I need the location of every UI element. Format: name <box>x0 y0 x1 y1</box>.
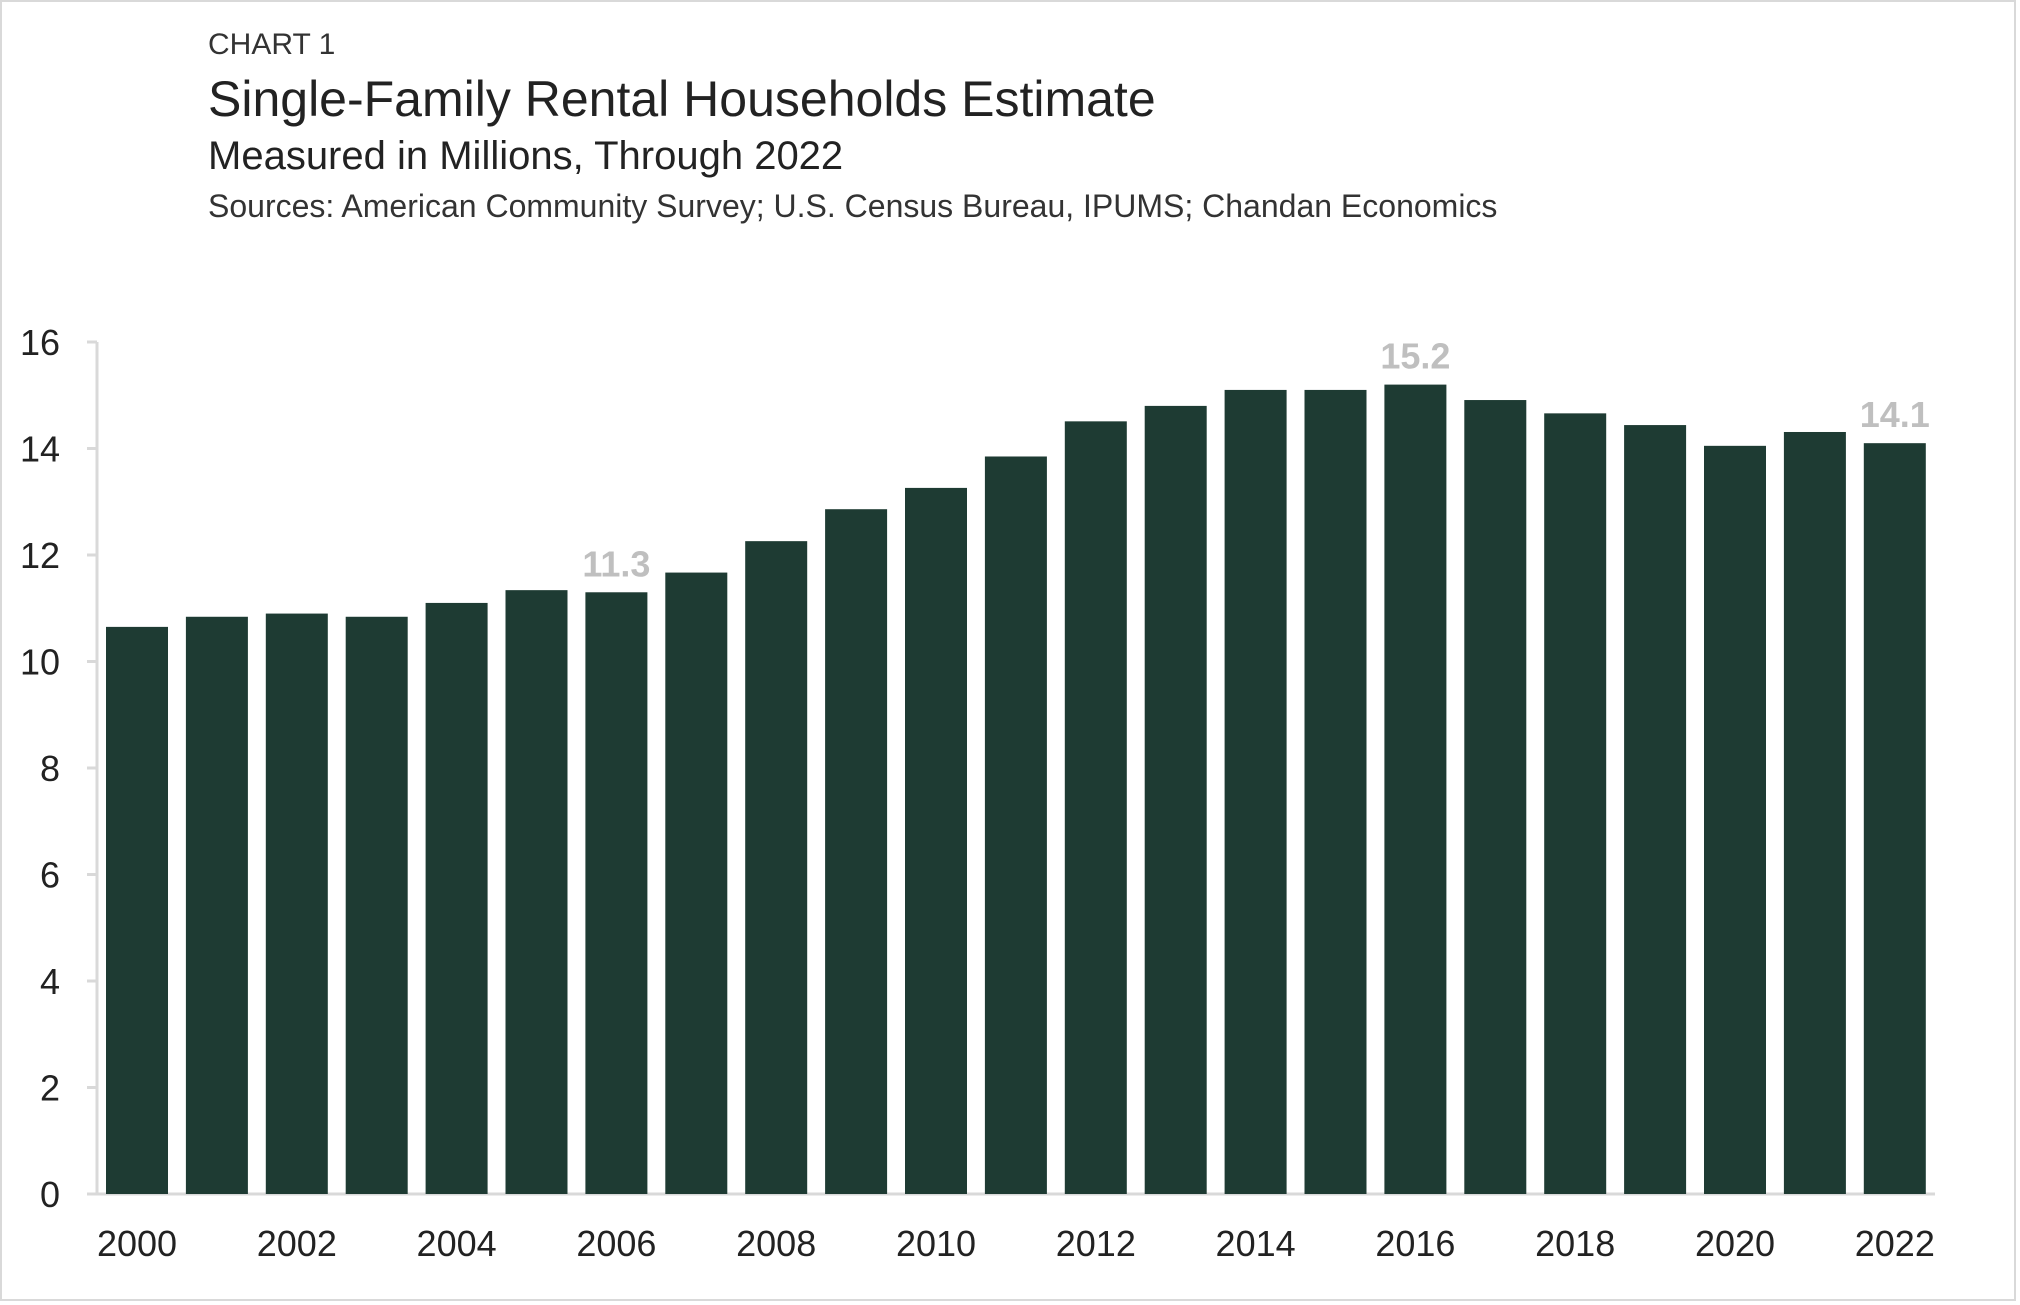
x-tick-label: 2000 <box>97 1223 177 1264</box>
x-tick-label: 2018 <box>1535 1223 1615 1264</box>
bar-2013 <box>1144 405 1207 1194</box>
x-tick-label: 2016 <box>1375 1223 1455 1264</box>
y-tick-label: 6 <box>40 855 60 896</box>
bar-2010 <box>905 487 967 1194</box>
bar-2012 <box>1064 421 1127 1194</box>
x-tick-label: 2006 <box>576 1223 656 1264</box>
y-tick-label: 0 <box>40 1174 60 1215</box>
x-tick-label: 2012 <box>1056 1223 1136 1264</box>
y-tick-label: 8 <box>40 748 60 789</box>
chart-title: Single-Family Rental Households Estimate <box>208 71 1156 127</box>
bar-2021 <box>1783 431 1846 1194</box>
chart-subtitle: Measured in Millions, Through 2022 <box>208 134 844 178</box>
y-tick-label: 14 <box>20 429 60 470</box>
bar-2003 <box>345 616 408 1194</box>
y-tick-label: 2 <box>40 1068 60 1109</box>
x-tick-label: 2020 <box>1695 1223 1775 1264</box>
x-tick-label: 2014 <box>1216 1223 1296 1264</box>
x-tick-label: 2004 <box>417 1223 497 1264</box>
data-label: 14.1 <box>1860 394 1930 435</box>
bar-2001 <box>185 616 248 1194</box>
bar-2008 <box>745 541 808 1194</box>
bar-2011 <box>984 456 1047 1194</box>
bar-2002 <box>265 613 328 1194</box>
x-tick-label: 2002 <box>257 1223 337 1264</box>
y-tick-label: 16 <box>20 322 60 363</box>
y-tick-label: 4 <box>40 961 60 1002</box>
bar-2015 <box>1304 389 1367 1194</box>
bar-2019 <box>1624 425 1687 1194</box>
data-label: 15.2 <box>1380 336 1450 377</box>
y-tick-label: 12 <box>20 535 60 576</box>
bar-2017 <box>1464 400 1527 1195</box>
x-tick-label: 2022 <box>1855 1223 1935 1264</box>
bar-2005 <box>505 590 568 1194</box>
bar-2004 <box>425 602 488 1194</box>
bar-2018 <box>1544 413 1607 1195</box>
x-tick-label: 2010 <box>896 1223 976 1264</box>
x-tick-label: 2008 <box>736 1223 816 1264</box>
chart-sources: Sources: American Community Survey; U.S.… <box>208 188 1498 224</box>
bar-2007 <box>665 572 728 1194</box>
y-tick-label: 10 <box>20 642 60 683</box>
bar-2006 <box>585 592 648 1194</box>
bar-2000 <box>106 626 168 1194</box>
bar-2009 <box>825 509 888 1195</box>
bar-2020 <box>1704 445 1766 1194</box>
chart-label: CHART 1 <box>208 28 336 61</box>
bar-2016 <box>1384 384 1447 1195</box>
bar-2022 <box>1863 443 1926 1194</box>
bar-2014 <box>1224 389 1287 1194</box>
data-label: 11.3 <box>582 543 650 584</box>
